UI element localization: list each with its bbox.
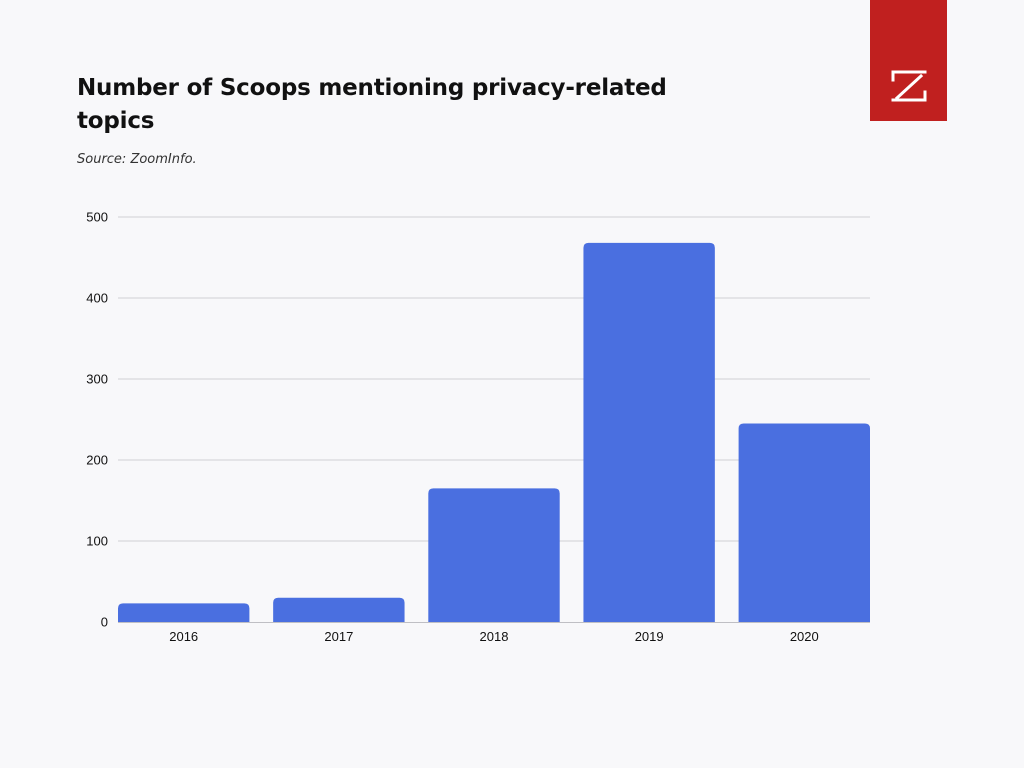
x-tick-label: 2020 [790, 629, 819, 644]
bar-2020 [738, 423, 870, 622]
y-tick-label: 400 [86, 291, 108, 306]
y-tick-label: 300 [86, 372, 108, 387]
chart-title: Number of Scoops mentioning privacy-rela… [77, 75, 667, 134]
bar-2017 [273, 597, 405, 622]
bar-2019 [583, 242, 715, 623]
x-tick-label: 2019 [635, 629, 664, 644]
x-tick-label: 2016 [169, 629, 198, 644]
y-tick-label: 100 [86, 534, 108, 549]
brand-logo [870, 0, 947, 121]
x-axis-ticks: 2016 2017 2018 2019 2020 [169, 629, 819, 644]
y-tick-label: 200 [86, 453, 108, 468]
x-tick-label: 2017 [324, 629, 353, 644]
y-axis-ticks: 0 100 200 300 400 500 [86, 210, 108, 630]
y-tick-label: 0 [101, 615, 108, 630]
zoominfo-z-logo-icon [891, 70, 927, 102]
bar-2018 [428, 488, 560, 622]
bar-2016 [118, 603, 250, 622]
chart-source: Source: ZoomInfo. [77, 152, 197, 167]
x-tick-label: 2018 [480, 629, 509, 644]
bars [118, 242, 870, 623]
y-tick-label: 500 [86, 210, 108, 225]
